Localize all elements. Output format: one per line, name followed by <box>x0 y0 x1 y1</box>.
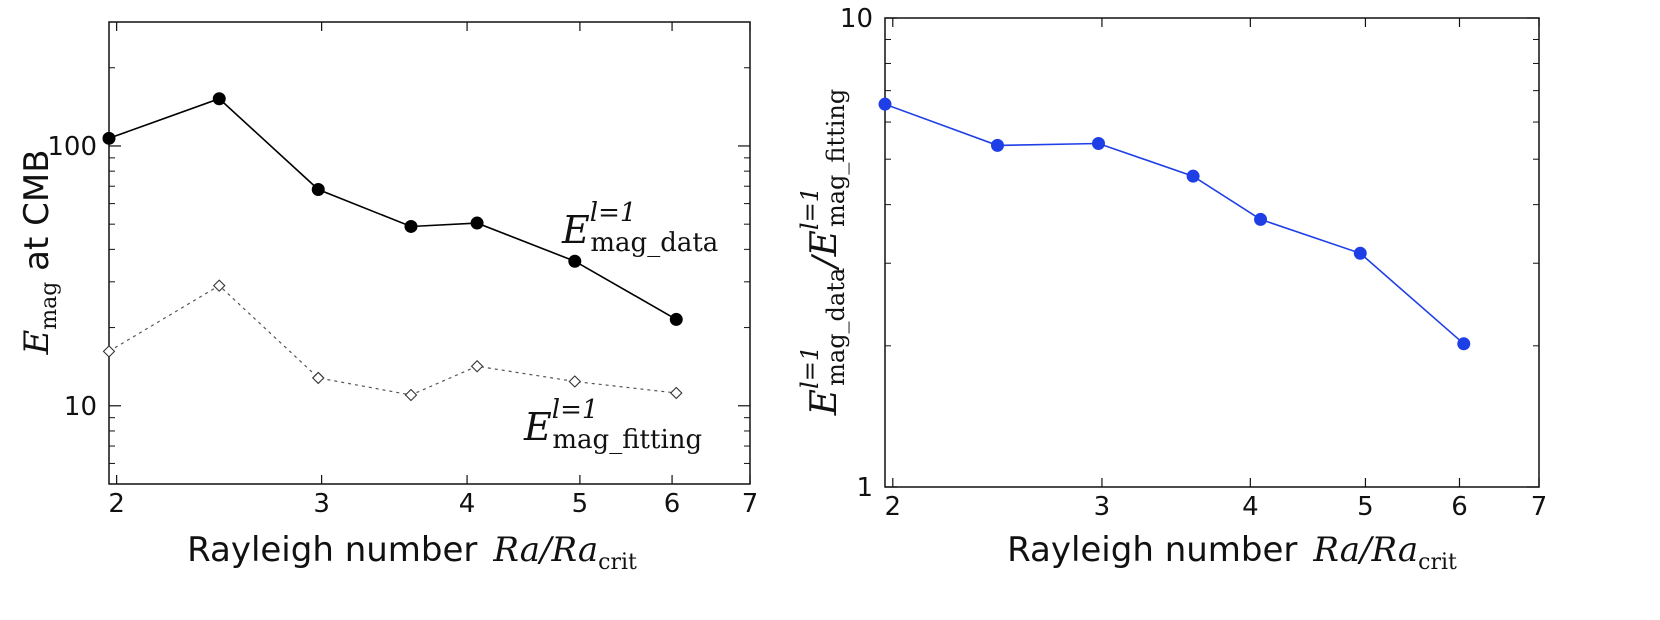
left-x-tick-label: 4 <box>459 489 476 519</box>
right-series-0-point <box>1091 137 1105 151</box>
right-plot-frame <box>884 17 1540 488</box>
left-series-0-point <box>669 312 683 326</box>
right-x-tick-label: 4 <box>1242 492 1259 522</box>
left-series-0-point <box>102 131 116 145</box>
left-series-1-line <box>108 284 677 396</box>
right-y-axis-label: El=1mag_data/El=1mag_fitting <box>796 89 850 416</box>
right-series-0-point <box>1254 212 1268 226</box>
left-series-0-point <box>212 92 226 106</box>
left-x-tick-label: 2 <box>108 489 125 519</box>
right-series-lines <box>884 103 1465 345</box>
left-series-0-point <box>311 182 325 196</box>
series-label-mag-data: El=1 mag_data <box>561 198 718 258</box>
right-x-tick-label: 7 <box>1531 492 1548 522</box>
left-series-markers <box>102 92 683 402</box>
right-series-0-point <box>1186 169 1200 183</box>
left-series-1-point <box>102 345 116 358</box>
left-series-0-point <box>404 219 418 233</box>
right-x-tick-label: 6 <box>1451 492 1468 522</box>
left-ticks: 2 3 4 5 6 7 10 100 <box>47 22 758 519</box>
left-series-1-point <box>404 388 418 402</box>
left-plot-frame <box>108 21 751 485</box>
right-y-tick-label: 1 <box>856 473 873 503</box>
right-series-0-point <box>990 138 1004 152</box>
right-ticks: 2 3 4 5 6 7 1 10 <box>840 4 1547 522</box>
left-series-1-point <box>568 375 582 388</box>
right-series-0-line <box>884 103 1465 345</box>
left-y-axis-label: Emag at CMB <box>17 149 62 355</box>
right-x-tick-label: 2 <box>885 492 902 522</box>
left-series-1-point <box>470 359 484 373</box>
series-label-mag-fitting: El=1 mag_fitting <box>523 395 702 455</box>
left-x-tick-label: 3 <box>313 489 330 519</box>
left-chart: 2 3 4 5 6 7 10 100 Emag at CMB Rayleigh number R… <box>17 21 758 575</box>
left-series-0-point <box>568 254 582 268</box>
left-y-tick-label: 100 <box>47 132 97 162</box>
right-chart: 2 3 4 5 6 7 1 10 El=1mag_data/El=1mag_fitting R… <box>796 4 1547 575</box>
left-y-tick-label: 10 <box>64 392 97 422</box>
right-series-0-point <box>1457 337 1471 351</box>
left-x-tick-label: 6 <box>664 489 681 519</box>
left-x-axis-label: Rayleigh number Ra/Racrit <box>187 530 637 575</box>
right-series-0-point <box>878 97 892 111</box>
left-series-1-point <box>311 371 325 385</box>
left-series-1-point <box>669 386 683 400</box>
right-x-axis-label: Rayleigh number Ra/Racrit <box>1007 530 1457 575</box>
left-x-tick-label: 5 <box>572 489 589 519</box>
right-series-markers <box>878 97 1471 351</box>
left-series-1-point <box>212 279 226 292</box>
left-x-tick-label: 7 <box>742 489 759 519</box>
right-x-tick-label: 5 <box>1357 492 1374 522</box>
right-series-0-point <box>1353 246 1367 260</box>
right-y-tick-label: 10 <box>840 4 873 34</box>
left-series-0-point <box>470 216 484 230</box>
right-x-tick-label: 3 <box>1094 492 1111 522</box>
